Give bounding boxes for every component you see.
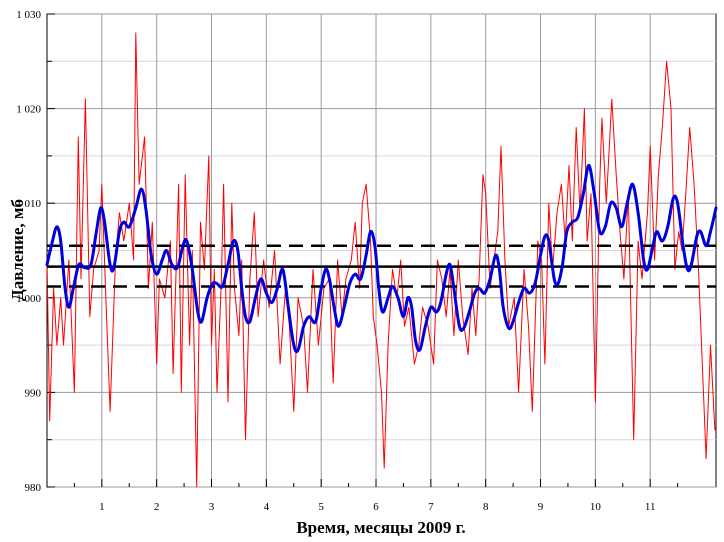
x-tick-label: 9 xyxy=(538,501,544,513)
x-tick-label: 2 xyxy=(154,501,160,513)
x-tick-label: 4 xyxy=(264,501,270,513)
x-tick-label: 11 xyxy=(645,501,656,513)
raw-pressure-line xyxy=(46,32,716,488)
smoothed-pressure-line xyxy=(45,163,718,354)
y-tick-label: 990 xyxy=(25,387,42,399)
y-tick-label: 980 xyxy=(25,482,42,494)
y-axis-title: Давление, мб xyxy=(8,199,27,301)
x-tick-label: 6 xyxy=(373,501,379,513)
x-tick-label: 7 xyxy=(428,501,434,513)
x-tick-label: 3 xyxy=(209,501,215,513)
smoothed-series-group xyxy=(45,163,718,354)
x-tick-label: 1 xyxy=(99,501,105,513)
y-tick-label: 1 020 xyxy=(16,104,41,116)
x-tick-label: 5 xyxy=(318,501,324,513)
tick-labels: 980 990 1 000 1 010 1 020 1 030 1 2 3 4 5 6 7 8 9 10 11 xyxy=(16,9,655,513)
x-tick-label: 8 xyxy=(483,501,489,513)
raw-series-group xyxy=(46,32,716,488)
x-tick-label: 10 xyxy=(590,501,602,513)
y-tick-label: 1 010 xyxy=(16,198,41,210)
reference-lines xyxy=(47,244,716,288)
y-tick-label: 1 000 xyxy=(16,293,41,305)
x-axis-title: Время, месяцы 2009 г. xyxy=(296,518,465,537)
y-tick-label: 1 030 xyxy=(16,9,41,21)
